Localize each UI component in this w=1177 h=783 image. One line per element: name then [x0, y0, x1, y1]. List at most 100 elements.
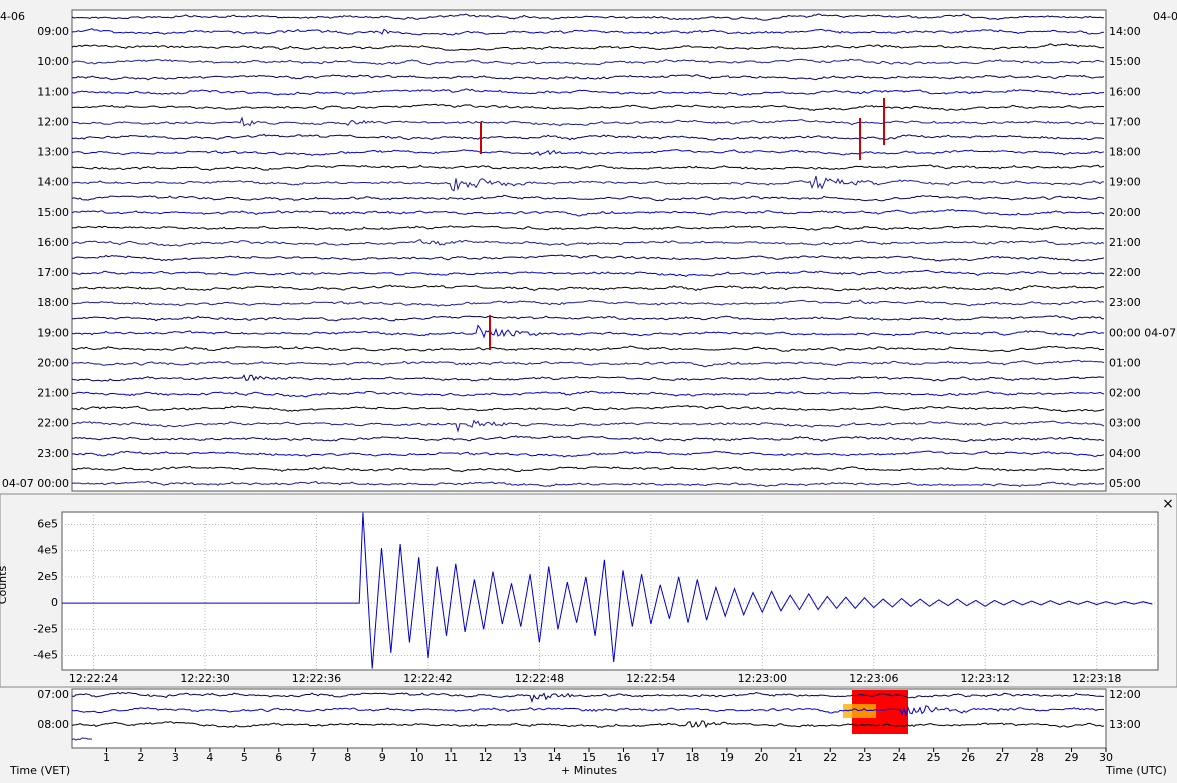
y-tick-label: -4e5 — [33, 648, 58, 661]
waveform-trace — [71, 374, 1104, 382]
time-label: 15:00 — [37, 206, 69, 219]
waveform-trace — [71, 116, 1105, 127]
time-label: 02:00 — [1109, 387, 1141, 400]
time-label: 11:00 — [37, 85, 69, 98]
waveform-trace — [71, 284, 1105, 292]
time-label: 18:00 — [37, 296, 69, 309]
waveform-trace — [71, 691, 1104, 703]
axis-label: + Minutes — [561, 764, 617, 777]
time-label: 13:00 — [37, 146, 69, 159]
waveform-trace — [71, 175, 1104, 192]
waveform-trace — [71, 737, 93, 741]
x-tick-label: 17 — [651, 751, 665, 764]
x-tick-label: 14 — [548, 751, 562, 764]
time-label: 23:00 — [37, 447, 69, 460]
y-tick-label: 4e5 — [37, 544, 58, 557]
x-tick-label: 12:22:48 — [515, 672, 564, 685]
time-label: 16:00 — [37, 236, 69, 249]
corner-label: 4-06 — [0, 10, 25, 23]
y-tick-label: 2e5 — [37, 570, 58, 583]
time-label: 17:00 — [37, 266, 69, 279]
close-button[interactable]: × — [1162, 496, 1174, 512]
x-tick-label: 12:23:00 — [738, 672, 787, 685]
x-tick-label: 3 — [172, 751, 179, 764]
x-tick-label: 12:22:54 — [626, 672, 675, 685]
waveform-trace — [71, 74, 1105, 81]
x-tick-label: 30 — [1099, 751, 1113, 764]
x-tick-label: 4 — [206, 751, 213, 764]
x-tick-label: 8 — [344, 751, 351, 764]
bottom-plot-frame — [71, 688, 1107, 749]
x-tick-label: 15 — [582, 751, 596, 764]
time-label: 21:00 — [37, 387, 69, 400]
x-tick-label: 11 — [444, 751, 458, 764]
x-tick-label: 16 — [616, 751, 630, 764]
waveform-trace — [71, 299, 1105, 307]
zoom-plot-frame — [61, 511, 1159, 671]
time-label: 14:00 — [1109, 25, 1141, 38]
x-tick-label: 12 — [479, 751, 493, 764]
x-tick-label: 20 — [754, 751, 768, 764]
corner-label: 04-0 — [1153, 10, 1177, 23]
x-tick-label: 21 — [789, 751, 803, 764]
waveform — [62, 512, 1153, 669]
time-label: 20:00 — [1109, 206, 1141, 219]
time-label: 10:00 — [37, 55, 69, 68]
waveform-trace — [71, 208, 1105, 217]
time-label: 13:00 — [1109, 718, 1141, 731]
x-tick-label: 19 — [720, 751, 734, 764]
waveform-trace — [71, 359, 1105, 368]
x-tick-label: 13 — [513, 751, 527, 764]
x-tick-label: 23 — [858, 751, 872, 764]
time-label: 22:00 — [37, 417, 69, 430]
time-label: 15:00 — [1109, 55, 1141, 68]
waveform-trace — [71, 705, 1104, 718]
axis-label: Time (VET) — [9, 764, 70, 777]
waveform-trace — [71, 88, 1105, 96]
waveform-trace — [71, 720, 1105, 729]
selection-highlight-inner — [843, 704, 876, 718]
time-label: 04:00 — [1109, 447, 1141, 460]
time-label: 01:00 — [1109, 356, 1141, 369]
time-label: 03:00 — [1109, 417, 1141, 430]
x-tick-label: 5 — [241, 751, 248, 764]
time-label: 05:00 — [1109, 477, 1141, 490]
x-tick-label: 18 — [685, 751, 699, 764]
x-tick-label: 24 — [892, 751, 906, 764]
waveform-trace — [71, 58, 1105, 66]
time-label: 12:00 — [37, 115, 69, 128]
time-label: 00:00 04-07 — [1109, 326, 1176, 339]
waveform-trace — [71, 480, 1105, 487]
x-tick-label: 27 — [996, 751, 1010, 764]
time-label: 09:00 — [37, 25, 69, 38]
x-tick-label: 2 — [137, 751, 144, 764]
time-label: 07:00 — [37, 688, 69, 701]
x-tick-label: 12:23:06 — [849, 672, 898, 685]
time-label: 18:00 — [1109, 146, 1141, 159]
time-label: 14:00 — [37, 176, 69, 189]
y-tick-label: 6e5 — [37, 517, 58, 530]
waveform-trace — [71, 324, 1105, 339]
waveform-trace — [71, 450, 1105, 458]
waveform-trace — [72, 133, 1105, 141]
time-label: 23:00 — [1109, 296, 1141, 309]
time-label: 17:00 — [1109, 115, 1141, 128]
time-label: 19:00 — [37, 326, 69, 339]
waveform-trace — [71, 194, 1105, 202]
waveform-trace — [71, 345, 1105, 352]
waveform-trace — [72, 254, 1105, 262]
x-tick-label: 12:22:36 — [292, 672, 341, 685]
top-plot-frame — [71, 9, 1107, 492]
y-tick-label: -2e5 — [33, 622, 58, 635]
x-tick-label: 1 — [103, 751, 110, 764]
x-tick-label: 12:22:30 — [180, 672, 229, 685]
x-tick-label: 29 — [1065, 751, 1079, 764]
x-tick-label: 28 — [1030, 751, 1044, 764]
waveform-trace — [71, 28, 1105, 36]
time-label: 12:00 — [1109, 688, 1141, 701]
time-label: 20:00 — [37, 356, 69, 369]
x-tick-label: 12:22:42 — [403, 672, 452, 685]
x-tick-label: 12:23:12 — [961, 672, 1010, 685]
y-tick-label: 0 — [51, 596, 58, 609]
